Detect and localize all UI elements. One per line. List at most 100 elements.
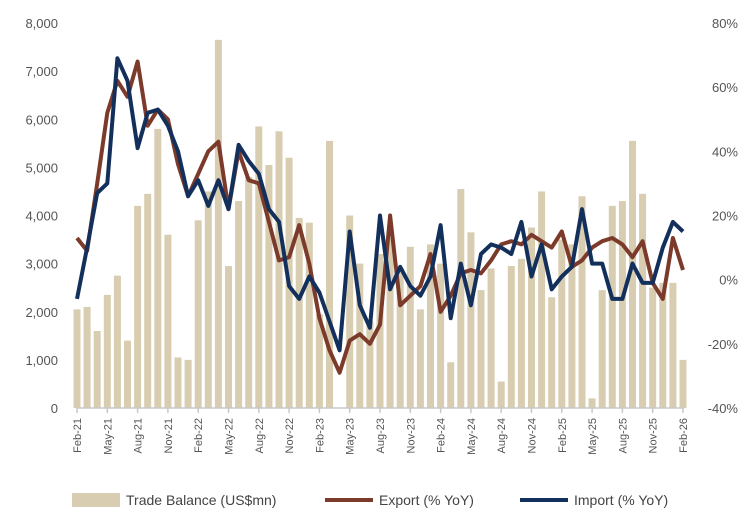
- bar-Nov-21: [164, 234, 172, 408]
- bar-series-trade-balance: [73, 39, 687, 408]
- x-tick-label: Feb-25: [557, 418, 569, 453]
- bar-Dec-22: [295, 217, 303, 408]
- bar-Feb-22: [194, 220, 202, 408]
- y-left-tick-label: 1,000: [25, 353, 58, 368]
- bar-Mar-21: [83, 306, 91, 408]
- bar-Feb-25: [558, 239, 566, 408]
- x-tick-label: Nov-22: [284, 418, 296, 453]
- bar-Mar-24: [447, 362, 455, 408]
- y-right-tick-label: -20%: [708, 337, 739, 352]
- bar-Oct-21: [154, 128, 162, 408]
- legend-label: Trade Balance (US$mn): [126, 492, 277, 508]
- bar-Jul-25: [608, 205, 616, 408]
- x-axis-ticks: Feb-21 May-21 Aug-21 Nov-21 Feb-22 May-22 Aug-…: [72, 408, 690, 455]
- x-tick-label: May-23: [345, 418, 357, 455]
- bar-Dec-25: [659, 282, 667, 408]
- bar-May-25: [588, 398, 596, 408]
- bar-Jan-25: [548, 297, 556, 408]
- bar-Apr-25: [578, 196, 586, 408]
- y-left-tick-label: 4,000: [25, 209, 58, 224]
- bar-Jul-24: [487, 268, 495, 408]
- bar-May-22: [225, 266, 232, 408]
- line-export: [75, 59, 685, 375]
- x-tick-label: Nov-25: [648, 418, 660, 453]
- y-axis-left: 0 1,000 2,000 3,000 4,000 5,000 6,000 7,000 8,00…: [25, 16, 58, 416]
- x-tick-label: May-21: [102, 418, 114, 455]
- bar-Sep-22: [265, 164, 273, 408]
- legend-swatch-bar: [72, 493, 120, 507]
- bar-Oct-23: [396, 268, 404, 408]
- bar-Dec-24: [538, 191, 546, 408]
- bar-Jan-24: [427, 244, 434, 408]
- bar-Dec-21: [174, 357, 182, 408]
- bar-Jun-24: [477, 290, 485, 408]
- legend-label: Import (% YoY): [574, 492, 669, 508]
- legend-item-export: Export (% YoY): [325, 492, 474, 508]
- x-tick-label: Aug-24: [496, 418, 508, 453]
- x-tick-label: Feb-23: [314, 418, 326, 453]
- x-tick-label: Aug-21: [133, 418, 145, 453]
- x-tick-label: Nov-24: [527, 418, 539, 453]
- bar-Sep-24: [507, 266, 515, 408]
- bar-Aug-25: [618, 201, 626, 408]
- y-left-tick-label: 6,000: [25, 112, 58, 127]
- x-tick-label: Feb-24: [436, 418, 448, 453]
- x-tick-label: Nov-21: [163, 418, 175, 453]
- y-left-tick-label: 8,000: [25, 16, 58, 31]
- y-axis-right: -40% -20% 0% 20% 40% 60% 80%: [708, 16, 739, 416]
- bar-Aug-24: [497, 381, 505, 408]
- bar-Feb-26: [679, 359, 687, 408]
- x-tick-label: May-24: [466, 418, 478, 455]
- bar-Mar-22: [204, 191, 212, 408]
- y-right-tick-label: -40%: [708, 401, 739, 416]
- legend-swatch-line: [325, 498, 373, 502]
- x-tick-label: Aug-22: [254, 418, 266, 453]
- x-tick-label: Feb-22: [193, 418, 205, 453]
- bar-Feb-21: [73, 309, 81, 408]
- bar-Jul-21: [124, 340, 131, 408]
- bar-Oct-25: [639, 193, 647, 408]
- bar-Aug-21: [134, 205, 142, 408]
- y-right-tick-label: 80%: [712, 16, 738, 31]
- bar-Jul-23: [366, 321, 374, 408]
- bar-Apr-21: [93, 331, 101, 408]
- x-tick-label: Nov-23: [405, 418, 417, 453]
- bar-Jan-26: [669, 282, 677, 408]
- bar-Mar-25: [568, 244, 576, 408]
- line-import: [75, 56, 685, 353]
- bar-Nov-24: [528, 227, 535, 408]
- y-right-tick-label: 0%: [719, 273, 738, 288]
- x-tick-label: May-25: [587, 418, 599, 455]
- bar-Jan-22: [184, 359, 192, 408]
- x-tick-label: Aug-23: [375, 418, 387, 453]
- bar-Dec-23: [416, 309, 424, 408]
- bar-Jun-22: [235, 201, 243, 408]
- bar-Jul-22: [245, 177, 253, 408]
- legend-item-trade-balance: Trade Balance (US$mn): [72, 492, 276, 508]
- bar-Aug-23: [376, 254, 384, 408]
- y-right-tick-label: 60%: [712, 80, 738, 95]
- y-right-tick-label: 20%: [712, 209, 738, 224]
- y-left-tick-label: 2,000: [25, 305, 58, 320]
- bar-Jun-25: [598, 290, 606, 408]
- bar-Jan-23: [305, 222, 313, 408]
- x-tick-label: Feb-21: [72, 418, 84, 453]
- bar-Oct-22: [275, 131, 283, 408]
- y-left-tick-label: 3,000: [25, 257, 58, 272]
- bar-May-23: [346, 215, 354, 408]
- bar-Oct-24: [517, 258, 525, 408]
- bar-Jun-21: [113, 275, 121, 408]
- y-left-tick-label: 0: [51, 401, 58, 416]
- bar-Sep-21: [144, 193, 152, 408]
- y-right-tick-label: 40%: [712, 144, 738, 159]
- legend: Trade Balance (US$mn) Export (% YoY) Imp…: [0, 492, 752, 516]
- x-tick-label: Feb-26: [678, 418, 690, 453]
- legend-swatch-line: [520, 498, 568, 502]
- bar-Aug-22: [255, 126, 263, 408]
- x-tick-label: May-22: [224, 418, 236, 455]
- y-left-tick-label: 5,000: [25, 160, 58, 175]
- bar-Sep-25: [629, 140, 636, 408]
- x-tick-label: Aug-25: [617, 418, 629, 453]
- bar-Sep-23: [386, 237, 394, 408]
